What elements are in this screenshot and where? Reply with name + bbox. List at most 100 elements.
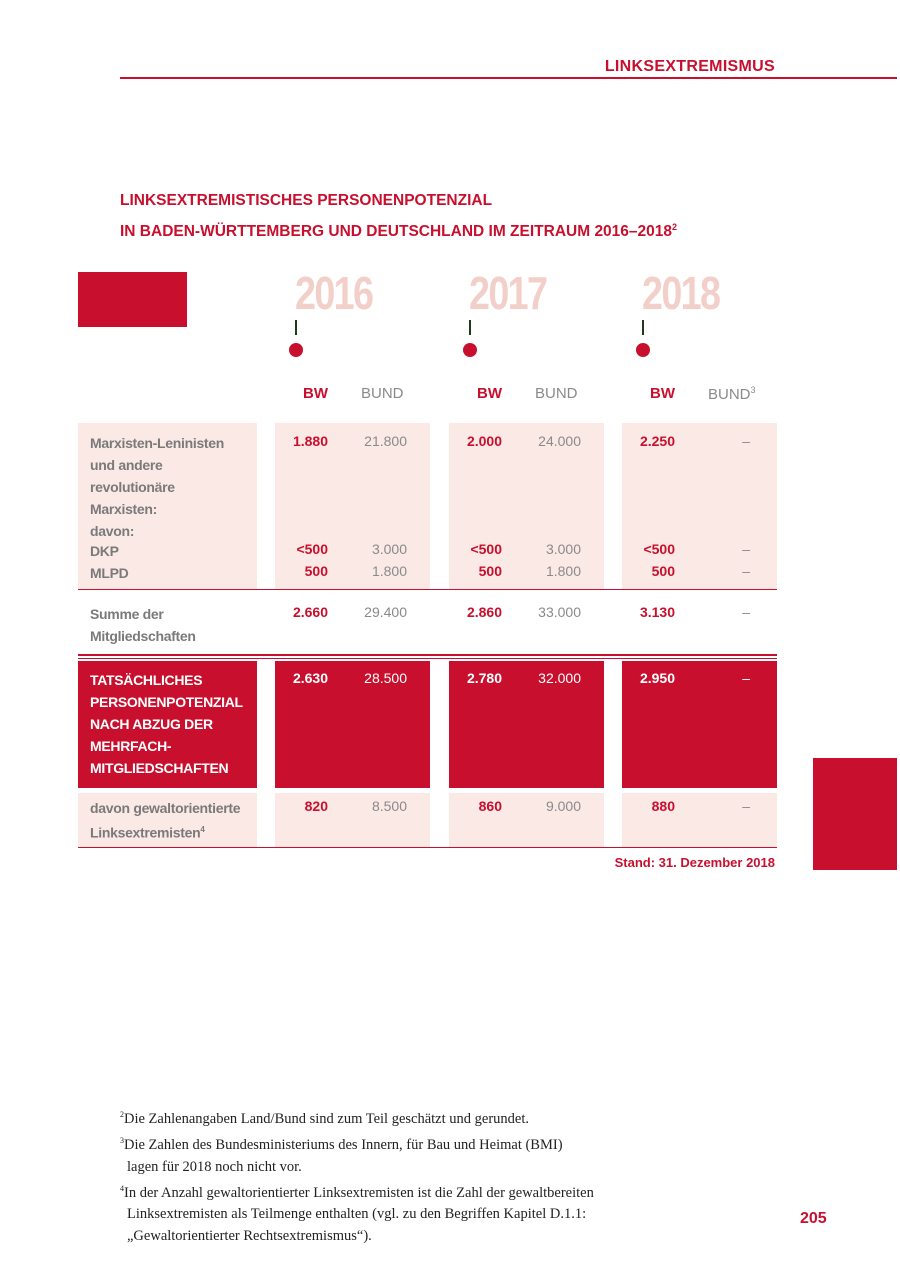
bw-value: <500	[470, 541, 502, 557]
row-label-mlpd: MLPD	[90, 562, 129, 584]
row-divider	[78, 654, 777, 656]
label-line: NACH ABZUG DER	[90, 713, 243, 735]
title-line-2: IN BADEN-WÜRTTEMBERG UND DEUTSCHLAND IM …	[120, 214, 677, 245]
bw-value: 2.660	[292, 604, 328, 620]
row-value-cell	[449, 423, 604, 589]
column-header-bw: BW	[477, 385, 502, 402]
label-line: Summe der	[90, 603, 196, 625]
label-line: davon gewaltorientierte	[90, 797, 241, 819]
row-value-cell	[622, 423, 777, 589]
footnotes: 2Die Zahlenangaben Land/Bund sind zum Te…	[120, 1104, 594, 1247]
row-divider	[78, 658, 777, 659]
timeline-dot-icon	[636, 343, 650, 357]
bund-value: 29.400	[364, 604, 407, 620]
row-value-cell	[449, 661, 604, 788]
year-heading: 2017	[469, 267, 548, 319]
footnote-text: „Gewaltorientierter Rechtsextremismus“).	[127, 1228, 372, 1245]
decorative-red-block	[78, 272, 187, 327]
label-line: Marxisten-Leninisten	[90, 432, 224, 454]
row-value-cell	[622, 793, 777, 847]
row-label-dkp: DKP	[90, 540, 119, 562]
label-text: Summe der	[90, 606, 164, 622]
label-text: MEHRFACH-	[90, 738, 172, 754]
timeline-dot-icon	[289, 343, 303, 357]
bund-value: –	[742, 670, 750, 686]
label-text: PERSONENPOTENZIAL	[90, 694, 243, 710]
year-heading: 2018	[642, 267, 721, 319]
label-line: Mitgliedschaften	[90, 625, 196, 647]
row-value-cell	[275, 423, 430, 589]
bw-value: 500	[304, 563, 328, 579]
footnote-line: 2Die Zahlenangaben Land/Bund sind zum Te…	[120, 1104, 594, 1130]
row-label-cell	[78, 661, 257, 788]
bw-value: 820	[304, 798, 328, 814]
bund-value: –	[742, 563, 750, 579]
label-line: MLPD	[90, 562, 129, 584]
label-text: Linksextremisten	[90, 824, 201, 841]
label-text: Marxisten:	[90, 501, 158, 517]
bund-value: 1.800	[371, 563, 407, 579]
footnote-line: 4In der Anzahl gewaltorientierter Linkse…	[120, 1178, 594, 1204]
row-divider	[78, 847, 777, 848]
row-label-marx: Marxisten-Leninisten und andere revolution…	[90, 432, 224, 542]
footnote-text: Die Zahlen des Bundesministeriums des In…	[124, 1136, 563, 1153]
title-line-2-text: IN BADEN-WÜRTTEMBERG UND DEUTSCHLAND IM …	[120, 223, 673, 241]
bund-value: 8.500	[371, 798, 407, 814]
bund-value: –	[742, 798, 750, 814]
label-text: TATSÄCHLICHES	[90, 672, 203, 688]
footnote-line: lagen für 2018 noch nicht vor.	[120, 1156, 594, 1178]
footnote-line: 3Die Zahlen des Bundesministeriums des I…	[120, 1130, 594, 1156]
bund-value: 21.800	[364, 433, 407, 449]
bw-value: 500	[651, 563, 675, 579]
row-label-cell	[78, 793, 257, 847]
bw-value: 2.000	[466, 433, 502, 449]
bund-label: BUND	[361, 385, 404, 402]
label-line: MITGLIEDSCHAFTEN	[90, 757, 243, 779]
bw-value: 3.130	[639, 604, 675, 620]
header-rule	[120, 77, 897, 79]
side-tab-marker	[813, 758, 897, 870]
timeline-tick-icon	[295, 320, 297, 335]
page-number: 205	[800, 1210, 827, 1227]
label-text: Mitgliedschaften	[90, 628, 196, 644]
footnote-text: Linksextremisten als Teilmenge enthalten…	[127, 1206, 587, 1223]
row-label-cell	[78, 423, 257, 589]
bw-value: 2.860	[466, 604, 502, 620]
column-header-bw: BW	[650, 385, 675, 402]
label-line: MEHRFACH-	[90, 735, 243, 757]
bund-value: 9.000	[545, 798, 581, 814]
footnote-line: „Gewaltorientierter Rechtsextremismus“).	[120, 1225, 594, 1247]
bund-label: BUND	[708, 386, 751, 403]
label-text: und andere	[90, 457, 163, 473]
label-line: DKP	[90, 540, 119, 562]
bund-value: –	[742, 541, 750, 557]
label-line: revolutionäre	[90, 476, 224, 498]
label-line: und andere	[90, 454, 224, 476]
footnote-text: In der Anzahl gewaltorientierter Linksex…	[124, 1184, 594, 1201]
footnote-text: lagen für 2018 noch nicht vor.	[127, 1158, 302, 1175]
label-text: MLPD	[90, 565, 129, 581]
bund-value: –	[742, 433, 750, 449]
bw-value: 860	[478, 798, 502, 814]
footnote-ref: 2	[672, 222, 678, 232]
row-divider	[78, 589, 777, 590]
label-line: PERSONENPOTENZIAL	[90, 691, 243, 713]
row-value-cell	[449, 793, 604, 847]
bund-value: 1.800	[545, 563, 581, 579]
label-text: davon:	[90, 523, 135, 539]
bund-value: 32.000	[538, 670, 581, 686]
bw-value: 2.950	[639, 670, 675, 686]
bund-value: 3.000	[371, 541, 407, 557]
year-heading: 2016	[295, 267, 374, 319]
footnote-ref: 4	[200, 825, 205, 834]
bw-value: 2.630	[292, 670, 328, 686]
bw-value: <500	[296, 541, 328, 557]
bund-value: 3.000	[545, 541, 581, 557]
row-value-cell	[275, 661, 430, 788]
label-line: davon:	[90, 520, 224, 542]
bund-value: 28.500	[364, 670, 407, 686]
bw-value: 2.250	[639, 433, 675, 449]
footnote-ref: 3	[750, 385, 756, 395]
label-line: Linksextremisten4	[90, 819, 240, 844]
footnote-number: 4	[120, 1183, 124, 1193]
